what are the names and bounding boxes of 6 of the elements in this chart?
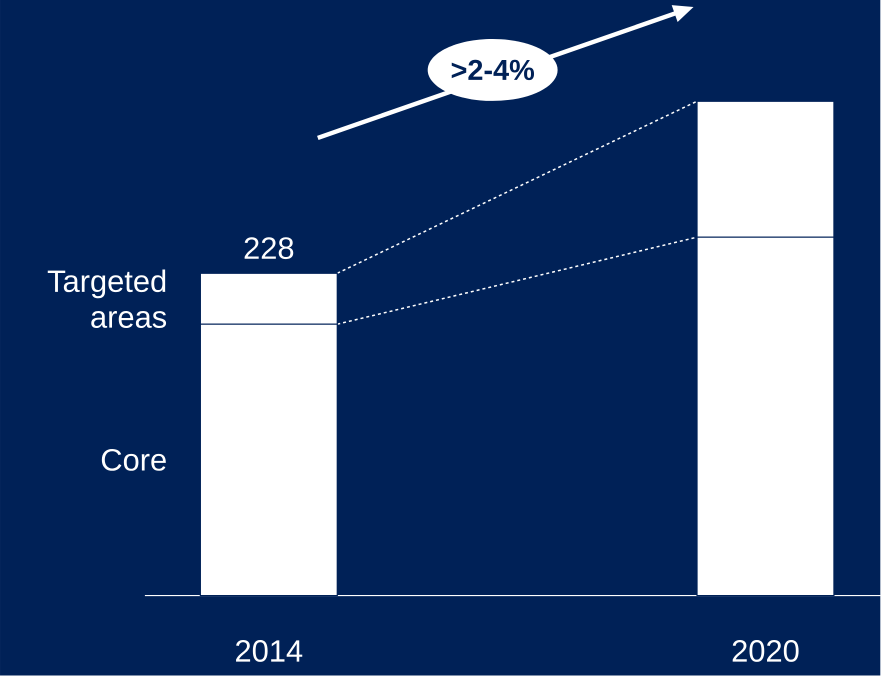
series-label: Core [102, 449, 166, 472]
annotation: 228 [244, 237, 294, 260]
series-label: Targeted areas [48, 270, 166, 328]
x-tick-label: 2020 [732, 640, 799, 662]
x-tick-label: 2014 [236, 640, 302, 662]
text: >2-4% [452, 60, 534, 80]
